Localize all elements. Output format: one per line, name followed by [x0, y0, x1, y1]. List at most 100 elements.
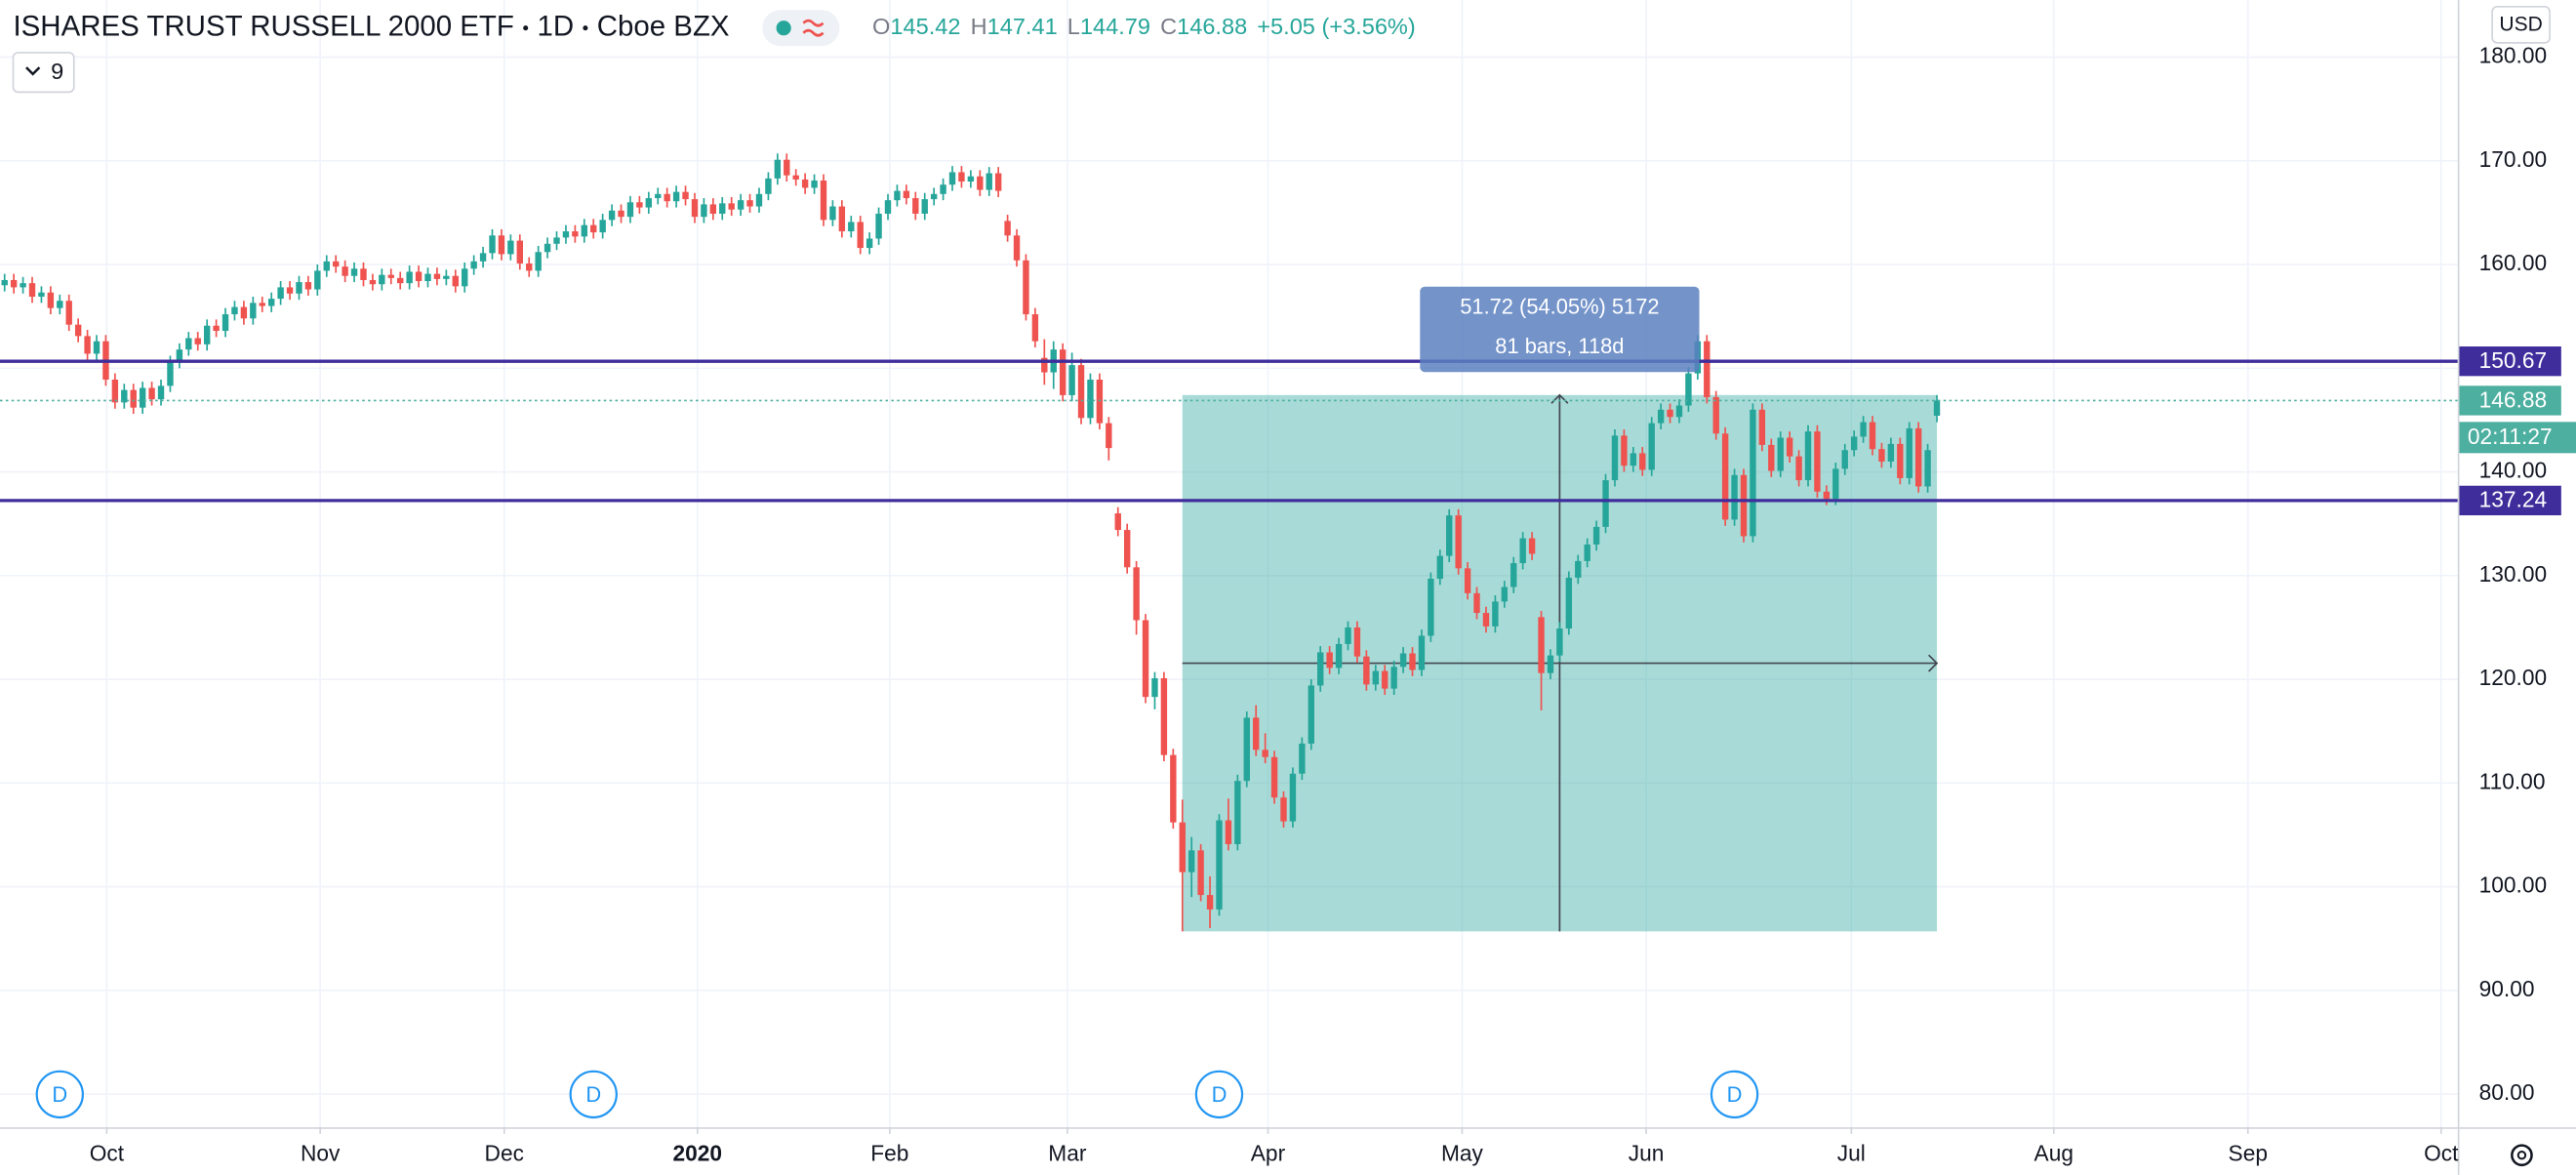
- dividend-label: D: [1727, 1082, 1743, 1107]
- candle-body: [1648, 423, 1655, 470]
- candle-body: [1758, 409, 1766, 445]
- candle-body: [286, 287, 294, 294]
- candle-body: [1575, 560, 1582, 578]
- candle-body: [1170, 754, 1177, 823]
- y-tick-label: 160.00: [2479, 250, 2548, 275]
- candle-body: [682, 191, 689, 200]
- candle-body: [1832, 468, 1839, 500]
- candle-body: [948, 172, 956, 185]
- currency-label: USD: [2499, 14, 2542, 36]
- dividend-circle: [1194, 1070, 1244, 1119]
- x-tick-label: Sep: [2229, 1141, 2268, 1166]
- candle-body: [857, 222, 864, 249]
- indicators-button[interactable]: 9: [12, 52, 75, 94]
- candle-body: [626, 202, 634, 218]
- status-chip[interactable]: [762, 10, 840, 47]
- x-tick-label: Apr: [1251, 1141, 1286, 1166]
- gear-hub: [2516, 1150, 2527, 1160]
- separator-dot: [523, 25, 529, 31]
- y-tick-label: 90.00: [2479, 976, 2535, 1001]
- dividend-marker[interactable]: D: [1194, 1070, 1244, 1119]
- delay-icon: [802, 19, 825, 37]
- candle-body: [618, 210, 624, 218]
- candle-body: [1777, 437, 1784, 471]
- candle-body: [1436, 555, 1444, 579]
- candle-body: [38, 292, 45, 297]
- candle-body: [1326, 652, 1333, 669]
- ohlc-value: 144.79: [1080, 14, 1150, 39]
- candle-body: [1106, 423, 1112, 449]
- dividend-marker[interactable]: D: [35, 1070, 84, 1119]
- candle-body: [65, 301, 72, 325]
- candle-body: [701, 204, 707, 218]
- button-frame: [12, 52, 75, 94]
- candle-body: [875, 213, 882, 239]
- candle-body: [1878, 449, 1885, 462]
- candle-body: [148, 387, 155, 400]
- candle-body: [452, 275, 459, 287]
- candle-body: [231, 306, 238, 315]
- candle-body: [1446, 515, 1453, 556]
- candle-body: [1667, 409, 1673, 418]
- price-tag: [2459, 485, 2561, 516]
- candle-body: [20, 283, 26, 288]
- candle-body: [1639, 453, 1646, 470]
- candle-body: [1243, 717, 1250, 782]
- countdown-tag: [2459, 422, 2576, 454]
- candle-body: [1592, 526, 1600, 545]
- last-price-label: 146.88: [2479, 386, 2548, 412]
- candle-body: [323, 261, 330, 271]
- dividend-label: D: [1212, 1082, 1228, 1107]
- candle-body: [921, 199, 928, 214]
- candle-body: [1399, 653, 1407, 668]
- candle-body: [608, 210, 616, 221]
- candle-body: [884, 200, 892, 214]
- candle-body: [1630, 453, 1637, 466]
- candle-body: [848, 222, 855, 232]
- candle-body: [1270, 756, 1278, 798]
- candle-body: [250, 303, 257, 319]
- candle-body: [296, 282, 302, 294]
- candle-body: [350, 268, 358, 276]
- candle-body: [994, 173, 1002, 191]
- candle-body: [912, 198, 919, 214]
- price-tag-label: 150.67: [2479, 347, 2548, 373]
- candle-body: [304, 282, 312, 290]
- candle-body: [93, 341, 101, 354]
- candle-body: [240, 306, 248, 319]
- candle-body: [1528, 538, 1536, 554]
- dividend-marker[interactable]: D: [1710, 1070, 1759, 1119]
- candle-body: [940, 184, 946, 194]
- dividend-circle: [35, 1070, 84, 1119]
- candle-body: [1565, 577, 1573, 628]
- candle-body: [1087, 379, 1094, 419]
- candle-body: [672, 191, 680, 202]
- candle-body: [1869, 422, 1876, 450]
- candle-body: [1482, 613, 1490, 627]
- candle-body: [958, 172, 965, 182]
- candle-body: [728, 203, 735, 210]
- price-tag: [2459, 346, 2561, 377]
- candle-body: [590, 224, 597, 233]
- x-tick-label: Nov: [301, 1141, 341, 1166]
- candle-body: [691, 199, 699, 218]
- candle-body: [397, 277, 404, 284]
- dividend-marker[interactable]: D: [569, 1070, 618, 1119]
- candle-body: [489, 235, 496, 254]
- change: +5.05 (+3.56%): [1257, 14, 1415, 39]
- candle-body: [74, 324, 82, 337]
- candle-body: [1657, 409, 1665, 424]
- candle-body: [1841, 450, 1848, 469]
- currency-button[interactable]: USD: [2491, 5, 2551, 44]
- ohlc-key: H: [971, 14, 987, 39]
- settings-button[interactable]: [2511, 1144, 2533, 1167]
- candle-body: [443, 275, 450, 279]
- candle-body: [185, 338, 192, 350]
- candle-body: [572, 231, 579, 237]
- candle-body: [562, 231, 570, 238]
- candle-body: [1464, 568, 1471, 593]
- x-tick-label: Jul: [1837, 1141, 1866, 1166]
- candle-body: [746, 200, 753, 207]
- candle-body: [838, 206, 846, 232]
- candle-body: [820, 180, 827, 221]
